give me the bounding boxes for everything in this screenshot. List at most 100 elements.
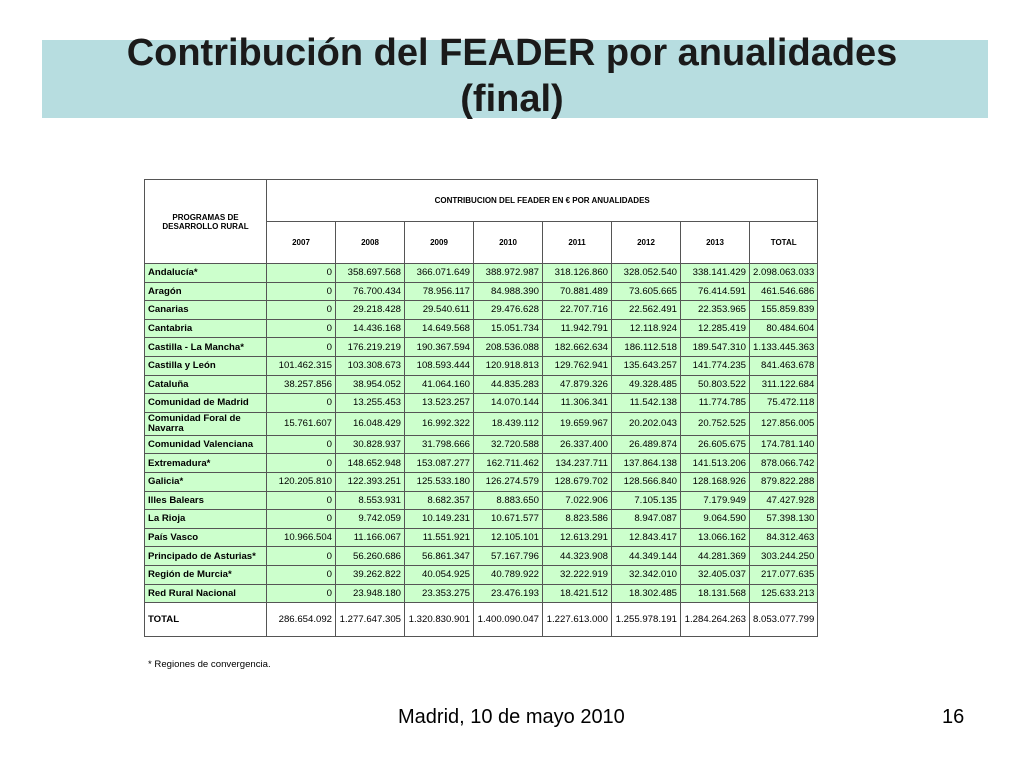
table-cell: 15.761.607 xyxy=(266,411,336,436)
row-label: Red Rural Nacional xyxy=(144,583,267,604)
table-cell: 358.697.568 xyxy=(335,263,405,283)
table-cell: 217.077.635 xyxy=(748,564,819,585)
table-cell: 22.707.716 xyxy=(542,300,612,320)
page-number: 16 xyxy=(942,706,965,728)
table-cell: 155.859.839 xyxy=(748,300,819,320)
table-cell: 50.803.522 xyxy=(680,374,750,395)
row-label: Andalucía* xyxy=(144,263,267,283)
table-cell: 0 xyxy=(266,434,336,455)
table-cell: 13.255.453 xyxy=(335,393,405,413)
table-cell: 73.605.665 xyxy=(611,281,681,302)
table-row: Extremadura* 0 148.652.948 153.087.277 162.7… xyxy=(144,453,819,473)
table-cell: 29.540.611 xyxy=(404,300,474,320)
table-cell: 0 xyxy=(266,453,336,473)
column-header: 2007 xyxy=(266,221,336,264)
table-cell: 40.054.925 xyxy=(404,564,474,585)
table-cell: 0 xyxy=(266,546,336,566)
table-cell: 14.649.568 xyxy=(404,318,474,339)
program-header: PROGRAMAS DE DESARROLLO RURAL xyxy=(144,179,267,264)
table-cell: 10.149.231 xyxy=(404,509,474,529)
table-cell: 0 xyxy=(266,490,336,511)
table-cell: 18.439.112 xyxy=(473,411,543,436)
table-cell: 186.112.518 xyxy=(611,337,681,357)
table-cell: 70.881.489 xyxy=(542,281,612,302)
column-header: 2009 xyxy=(404,221,474,264)
table-cell: 38.257.856 xyxy=(266,374,336,395)
table-cell: 303.244.250 xyxy=(748,546,819,566)
row-label: Extremadura* xyxy=(144,453,267,473)
table-cell: 1.227.613.000 xyxy=(542,602,612,638)
table-cell: 40.789.922 xyxy=(473,564,543,585)
row-label: Castilla y León xyxy=(144,355,267,376)
table-cell: 26.605.675 xyxy=(680,434,750,455)
table-cell: 19.659.967 xyxy=(542,411,612,436)
table-cell: 0 xyxy=(266,393,336,413)
table-cell: 189.547.310 xyxy=(680,337,750,357)
table-cell: 148.652.948 xyxy=(335,453,405,473)
column-header: 2008 xyxy=(335,221,405,264)
footer-date: Madrid, 10 de mayo 2010 xyxy=(398,706,625,728)
table-row: Canarias 0 29.218.428 29.540.611 29.476.628 2… xyxy=(144,300,819,320)
table-row: Comunidad Foral de Navarra 15.761.607 16.0… xyxy=(144,411,819,436)
table-cell: 32.222.919 xyxy=(542,564,612,585)
table-header: PROGRAMAS DE DESARROLLO RURAL CONTRIBUCI… xyxy=(144,179,819,264)
table-row: Comunidad de Madrid 0 13.255.453 13.523.257… xyxy=(144,393,819,413)
table-cell: 12.285.419 xyxy=(680,318,750,339)
table-row: Cantabria 0 14.436.168 14.649.568 15.051.734… xyxy=(144,318,819,339)
table-cell: 338.141.429 xyxy=(680,263,750,283)
table-cell: 18.302.485 xyxy=(611,583,681,604)
table-cell: 41.064.160 xyxy=(404,374,474,395)
table-cell: 461.546.686 xyxy=(748,281,819,302)
table-cell: 125.633.213 xyxy=(748,583,819,604)
table-cell: 57.398.130 xyxy=(748,509,819,529)
table-row: Castilla y León 101.462.315 103.308.673 108… xyxy=(144,355,819,376)
table-cell: 13.066.162 xyxy=(680,527,750,548)
table-cell: 101.462.315 xyxy=(266,355,336,376)
table-cell: 78.956.117 xyxy=(404,281,474,302)
table-cell: 14.436.168 xyxy=(335,318,405,339)
table-cell: 75.472.118 xyxy=(748,393,819,413)
table-cell: 128.168.926 xyxy=(680,471,750,492)
table-cell: 12.843.417 xyxy=(611,527,681,548)
table-cell: 128.679.702 xyxy=(542,471,612,492)
table-cell: 141.774.235 xyxy=(680,355,750,376)
table-cell: 7.022.906 xyxy=(542,490,612,511)
table-cell: 26.489.874 xyxy=(611,434,681,455)
table-cell: 2.098.063.033 xyxy=(748,263,819,283)
table-cell: 44.349.144 xyxy=(611,546,681,566)
table-cell: 23.353.275 xyxy=(404,583,474,604)
table-cell: 47.879.326 xyxy=(542,374,612,395)
table-cell: 29.476.628 xyxy=(473,300,543,320)
table-cell: 176.219.219 xyxy=(335,337,405,357)
row-label: Comunidad Foral de Navarra xyxy=(144,411,267,436)
table-cell: 0 xyxy=(266,583,336,604)
table-cell: 20.752.525 xyxy=(680,411,750,436)
table-cell: 137.864.138 xyxy=(611,453,681,473)
table-cell: 32.405.037 xyxy=(680,564,750,585)
table-cell: 8.883.650 xyxy=(473,490,543,511)
table-cell: 11.166.067 xyxy=(335,527,405,548)
table-cell: 120.918.813 xyxy=(473,355,543,376)
table-cell: 32.342.010 xyxy=(611,564,681,585)
table-cell: 12.118.924 xyxy=(611,318,681,339)
table-cell: 8.053.077.799 xyxy=(748,602,819,638)
row-label: Comunidad Valenciana xyxy=(144,434,267,455)
table-cell: 30.828.937 xyxy=(335,434,405,455)
column-header: 2013 xyxy=(680,221,750,264)
table-cell: 39.262.822 xyxy=(335,564,405,585)
table-cell: 7.179.949 xyxy=(680,490,750,511)
table-cell: 18.421.512 xyxy=(542,583,612,604)
table-cell: 20.202.043 xyxy=(611,411,681,436)
column-header: TOTAL xyxy=(748,221,819,264)
table-cell: 22.562.491 xyxy=(611,300,681,320)
table-cell: 182.662.634 xyxy=(542,337,612,357)
table-cell: 76.414.591 xyxy=(680,281,750,302)
table-cell: 879.822.288 xyxy=(748,471,819,492)
table-cell: 9.742.059 xyxy=(335,509,405,529)
table-row: Principado de Asturias* 0 56.260.686 56.861… xyxy=(144,546,819,566)
table-row: Región de Murcia* 0 39.262.822 40.054.925 40… xyxy=(144,564,819,585)
slide-title: Contribución del FEADER por anualidades … xyxy=(0,30,1024,122)
table-cell: 12.613.291 xyxy=(542,527,612,548)
table-cell: 388.972.987 xyxy=(473,263,543,283)
row-label: Illes Balears xyxy=(144,490,267,511)
